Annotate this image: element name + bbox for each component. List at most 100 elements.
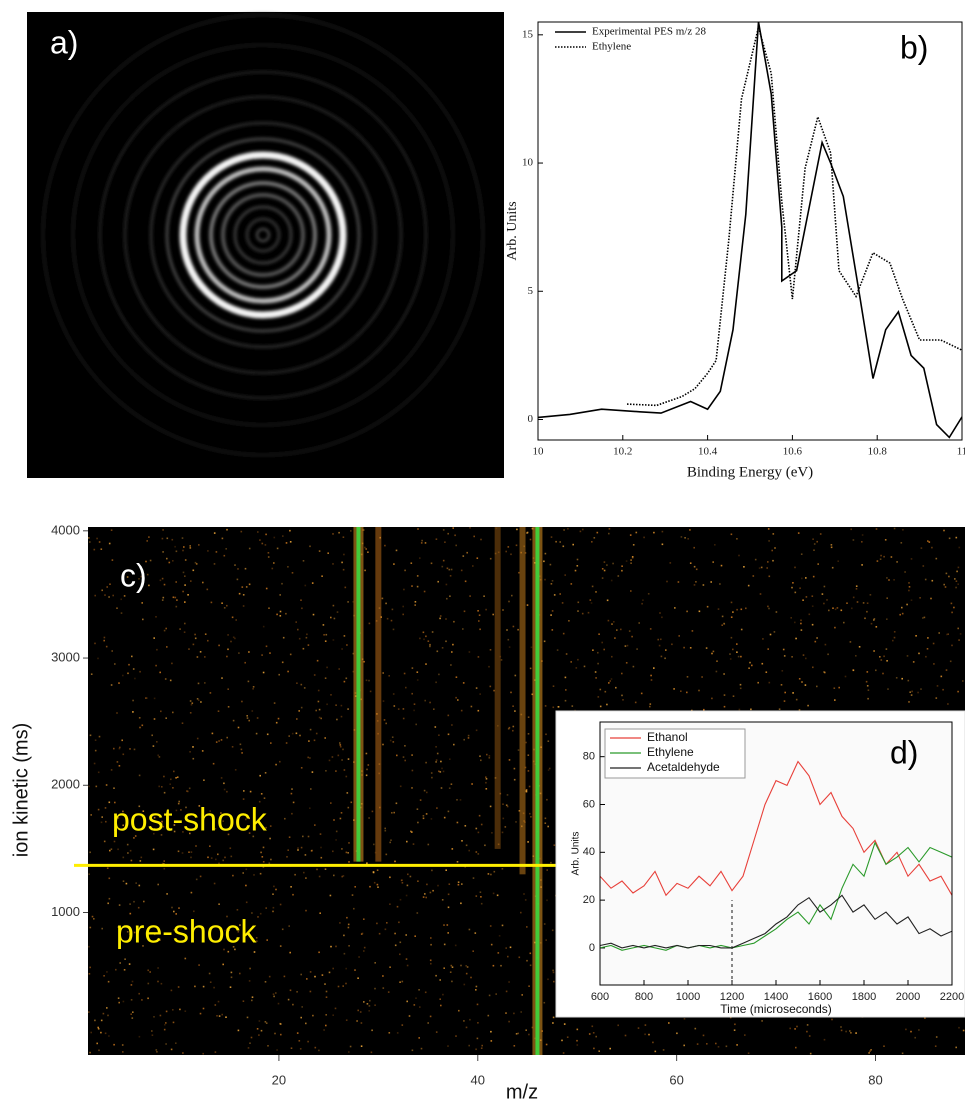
noise-dot	[371, 1029, 373, 1032]
noise-dot	[242, 605, 245, 607]
noise-dot	[307, 644, 310, 646]
noise-dot	[409, 875, 412, 878]
noise-dot	[220, 777, 223, 779]
noise-dot	[935, 557, 938, 560]
noise-dot	[473, 535, 475, 538]
noise-dot	[394, 944, 397, 947]
noise-dot	[400, 879, 403, 882]
noise-dot	[475, 827, 478, 830]
noise-dot	[550, 583, 553, 585]
noise-dot	[166, 537, 169, 540]
noise-dot	[163, 629, 166, 632]
noise-dot	[363, 529, 365, 531]
noise-dot	[657, 638, 659, 641]
noise-dot	[477, 831, 480, 834]
noise-dot	[736, 608, 738, 611]
noise-dot	[811, 605, 814, 607]
noise-dot	[272, 893, 274, 895]
noise-dot	[436, 752, 439, 755]
noise-dot	[282, 535, 284, 537]
noise-dot	[342, 536, 345, 538]
noise-dot	[470, 705, 473, 708]
noise-dot	[326, 703, 328, 706]
noise-dot	[381, 597, 384, 600]
noise-dot	[396, 754, 398, 757]
noise-dot	[367, 551, 369, 553]
noise-dot	[430, 937, 432, 939]
noise-dot	[371, 810, 374, 813]
noise-dot	[607, 619, 610, 622]
noise-dot	[599, 688, 602, 691]
noise-dot	[601, 577, 604, 579]
noise-dot	[394, 932, 396, 935]
noise-dot	[251, 999, 253, 1002]
noise-dot	[885, 648, 888, 650]
noise-dot	[456, 821, 459, 824]
noise-dot	[931, 546, 933, 549]
noise-dot	[812, 538, 814, 540]
noise-dot	[172, 787, 174, 789]
noise-dot	[398, 921, 400, 924]
noise-dot	[240, 748, 243, 751]
noise-dot	[88, 973, 91, 975]
noise-dot	[794, 1028, 796, 1030]
noise-dot	[234, 564, 236, 566]
noise-dot	[239, 743, 242, 746]
noise-dot	[940, 675, 943, 678]
noise-dot	[416, 912, 419, 914]
y-tick-label: 2000	[51, 777, 80, 792]
noise-dot	[917, 691, 919, 694]
noise-dot	[552, 1016, 555, 1019]
noise-dot	[223, 788, 226, 791]
noise-dot	[480, 896, 482, 898]
noise-dot	[164, 678, 167, 680]
noise-dot	[331, 756, 334, 758]
noise-dot	[800, 622, 802, 625]
noise-dot	[738, 708, 741, 711]
noise-dot	[910, 694, 913, 696]
y-axis-label: ion kinetic (ms)	[10, 723, 32, 857]
noise-dot	[231, 616, 234, 619]
noise-dot	[631, 557, 634, 559]
noise-dot	[906, 655, 909, 657]
noise-dot	[696, 1043, 699, 1045]
noise-dot	[942, 688, 944, 691]
noise-dot	[259, 774, 261, 777]
noise-dot	[425, 813, 428, 815]
noise-dot	[515, 1033, 518, 1035]
noise-dot	[302, 835, 304, 838]
noise-dot	[396, 1032, 399, 1034]
noise-dot	[155, 664, 157, 667]
noise-dot	[274, 1032, 276, 1035]
noise-dot	[277, 1002, 280, 1005]
noise-dot	[649, 628, 652, 630]
noise-dot	[343, 952, 346, 955]
noise-dot	[190, 580, 192, 582]
legend-label: Ethylene	[647, 745, 694, 759]
noise-dot	[873, 650, 875, 652]
noise-dot	[712, 650, 715, 653]
noise-dot	[238, 592, 241, 595]
noise-dot	[140, 856, 143, 859]
noise-dot	[840, 1026, 842, 1028]
noise-dot	[147, 982, 150, 985]
noise-dot	[870, 622, 873, 625]
panel-label: d)	[890, 734, 918, 770]
noise-dot	[363, 946, 366, 949]
noise-dot	[252, 688, 254, 690]
noise-dot	[106, 867, 109, 869]
noise-dot	[422, 631, 425, 634]
noise-dot	[405, 958, 408, 960]
noise-dot	[660, 638, 662, 641]
noise-dot	[340, 812, 343, 814]
noise-dot	[241, 700, 243, 703]
noise-dot	[529, 952, 532, 955]
noise-dot	[543, 560, 545, 563]
noise-dot	[260, 851, 262, 854]
noise-dot	[256, 1028, 259, 1030]
noise-dot	[630, 562, 632, 564]
noise-dot	[118, 765, 121, 767]
noise-dot	[199, 1012, 202, 1015]
noise-dot	[489, 805, 492, 808]
noise-dot	[369, 885, 371, 888]
